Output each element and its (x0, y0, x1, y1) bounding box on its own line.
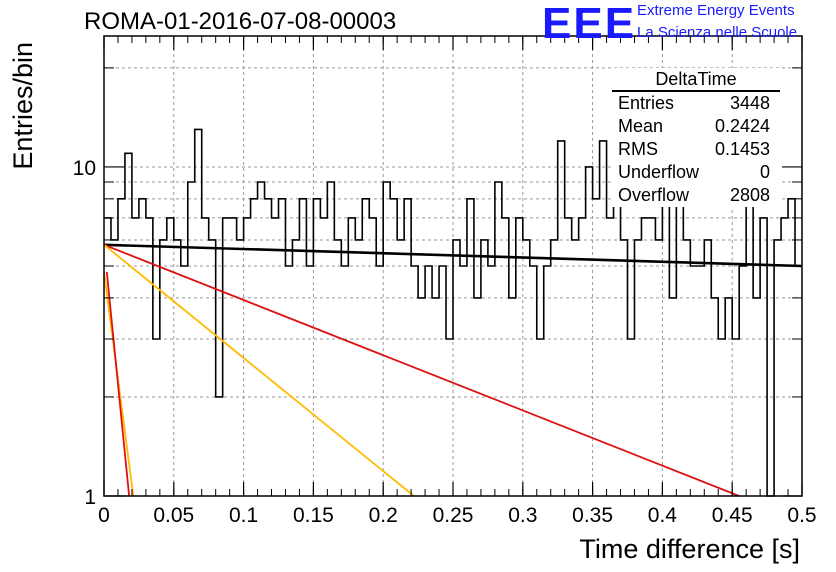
stats-value: 2808 (729, 185, 770, 205)
fit-line (103, 244, 415, 497)
x-axis-label: Time difference [s] (579, 534, 800, 564)
x-tick-label: 0.15 (293, 504, 334, 527)
y-axis: 1 10 (73, 67, 802, 509)
x-tick-label: 0.5 (787, 504, 816, 527)
x-axis: 0 0.05 0.1 0.15 0.2 0.25 0.3 0.35 0.4 0.45 0.5 (98, 36, 817, 527)
stats-row-entries: Entries 3448 (612, 92, 780, 115)
fit-line (103, 243, 740, 497)
eee-logo-line-1: Extreme Energy Events (637, 2, 795, 19)
stats-box: DeltaTime Entries 3448 Mean 0.2424 RMS 0… (612, 68, 780, 207)
stats-label: RMS (618, 139, 658, 159)
stats-label: Entries (618, 93, 675, 113)
stats-row-rms: RMS 0.1453 (612, 138, 780, 161)
stats-value: 0.2424 (714, 116, 770, 136)
eee-logo-line-2: La Scienza nelle Scuole (637, 24, 798, 41)
fit-line (105, 271, 131, 497)
y-tick-label: 1 (84, 486, 96, 509)
stats-row-mean: Mean 0.2424 (612, 115, 780, 138)
stats-row-underflow: Underflow 0 (612, 161, 780, 184)
stats-box-title: DeltaTime (612, 68, 780, 92)
stats-label: Mean (618, 116, 664, 136)
x-tick-label: 0.25 (433, 504, 474, 527)
x-tick-label: 0.05 (153, 504, 194, 527)
y-axis-label: Entries/bin (8, 42, 38, 170)
x-tick-label: 0.3 (508, 504, 537, 527)
x-tick-label: 0.45 (712, 504, 753, 527)
y-tick-label: 10 (73, 157, 96, 180)
stats-value: 3448 (729, 93, 770, 113)
stats-label: Underflow (618, 162, 700, 182)
x-tick-label: 0 (98, 504, 110, 527)
stats-row-overflow: Overflow 2808 (612, 184, 780, 207)
chart-title: ROMA-01-2016-07-08-00003 (84, 8, 397, 35)
x-tick-label: 0.35 (572, 504, 613, 527)
stats-value: 0 (759, 162, 770, 182)
x-tick-label: 0.2 (369, 504, 398, 527)
fit-line (103, 243, 803, 268)
x-tick-label: 0.4 (648, 504, 678, 527)
stats-value: 0.1453 (714, 139, 770, 159)
x-tick-label: 0.1 (229, 504, 258, 527)
eee-logo-mark: EEE (542, 0, 637, 48)
stats-label: Overflow (618, 185, 690, 205)
